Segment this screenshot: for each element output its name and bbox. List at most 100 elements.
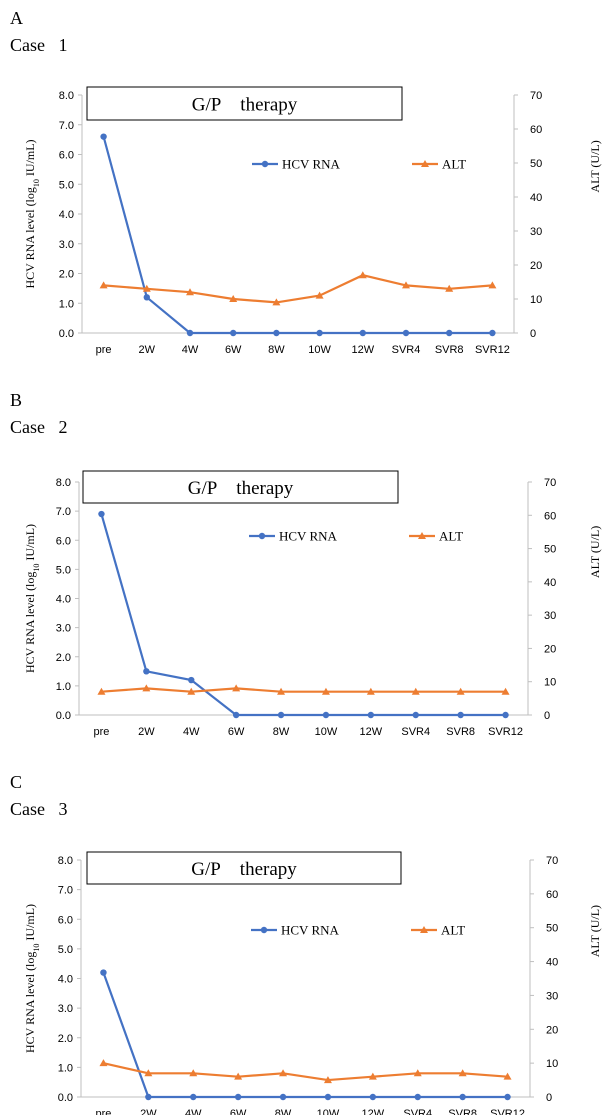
x-tick-label: 8W	[273, 726, 290, 738]
x-tick-label: 2W	[140, 1108, 157, 1115]
alt-point	[488, 281, 497, 289]
hcv-rna-point	[504, 1093, 511, 1101]
y-axis-title: HCV RNA level (log10 IU/mL)	[23, 524, 41, 673]
y2-tick-label: 0	[544, 710, 550, 722]
x-tick-label: SVR12	[488, 726, 523, 738]
alt-point	[321, 687, 330, 695]
y-tick-label: 0.0	[56, 710, 71, 722]
y-tick-label: 4.0	[59, 209, 74, 221]
y2-tick-label: 40	[530, 192, 542, 204]
alt-point	[445, 284, 454, 292]
y2-tick-label: 20	[546, 1024, 558, 1036]
x-tick-label: 6W	[225, 344, 242, 356]
x-tick-label: 8W	[275, 1108, 292, 1115]
hcv-rna-series-line	[102, 972, 508, 1099]
hcv-rna-point	[414, 1093, 421, 1101]
y-axis-title: HCV RNA level (log10 IU/mL)	[23, 139, 41, 288]
therapy-banner-text: G/P therapy	[191, 859, 297, 880]
y2-tick-label: 40	[544, 577, 556, 589]
y2-tick-label: 60	[544, 510, 556, 522]
x-tick-label: 10W	[308, 344, 331, 356]
y-tick-label: 5.0	[59, 179, 74, 191]
x-tick-label: SVR12	[475, 344, 510, 356]
legend-label-alt: ALT	[441, 923, 465, 938]
hcv-rna-point	[412, 711, 419, 719]
alt-point	[189, 1069, 198, 1077]
y-tick-label: 2.0	[59, 269, 74, 281]
alt-point	[413, 1069, 422, 1077]
y-tick-label: 5.0	[58, 944, 73, 956]
alt-point	[366, 687, 375, 695]
therapy-banner	[86, 851, 402, 885]
legend-marker-alt	[420, 926, 428, 933]
y2-tick-label: 30	[546, 990, 558, 1002]
legend-label-hcv-rna: HCV RNA	[279, 529, 338, 544]
legend-marker-hcv-rna	[261, 160, 269, 168]
hcv-rna-series-line	[102, 136, 493, 335]
x-tick-label: SVR4	[401, 726, 430, 738]
y2-tick-label: 50	[544, 544, 556, 556]
x-tick-label: 4W	[182, 344, 199, 356]
hcv-rna-point	[402, 329, 410, 337]
alt-point	[411, 687, 420, 695]
legend-label-alt: ALT	[439, 529, 463, 544]
case-label: Case 1	[10, 35, 68, 55]
y2-tick-label: 10	[544, 677, 556, 689]
y-tick-label: 3.0	[56, 623, 71, 635]
case-label: Case 2	[10, 417, 68, 437]
y-tick-label: 1.0	[59, 298, 74, 310]
y2-tick-label: 70	[546, 855, 558, 867]
x-tick-label: 10W	[315, 726, 338, 738]
y2-tick-label: 20	[530, 260, 542, 272]
x-tick-label: 6W	[230, 1108, 247, 1115]
y-tick-label: 3.0	[58, 1003, 73, 1015]
y2-tick-label: 50	[530, 158, 542, 170]
x-tick-label: 10W	[317, 1108, 340, 1115]
hcv-rna-point	[232, 711, 240, 719]
chart-panel-2: B Case 2 0.0 1.0 2.0 3.0 4.0 5.0 6.0 7.0 8.0 0 10 20 3…	[10, 390, 602, 738]
legend-marker-hcv-rna	[258, 532, 266, 540]
x-tick-label: 12W	[362, 1108, 385, 1115]
hcv-rna-point	[143, 668, 150, 675]
y2-tick-label: 30	[530, 226, 542, 238]
alt-point	[142, 684, 151, 692]
hcv-rna-point	[359, 329, 366, 337]
alt-point	[272, 298, 281, 306]
alt-point	[368, 1072, 377, 1080]
x-tick-label: SVR8	[448, 1108, 477, 1115]
x-tick-label: 4W	[183, 726, 200, 738]
y-axis-title: HCV RNA level (log10 IU/mL)	[23, 904, 41, 1053]
chart-panel-3: C Case 3 0.0 1.0 2.0 3.0 4.0 5.0 6.0 7.0 8.0 0 10 20 3…	[10, 772, 602, 1115]
hcv-rna-point	[324, 1093, 332, 1101]
y2-tick-label: 60	[530, 124, 542, 136]
y2-axis-title: ALT (U/L)	[588, 526, 602, 578]
legend-label-hcv-rna: HCV RNA	[282, 157, 341, 172]
therapy-banner	[86, 86, 403, 121]
alt-point	[232, 684, 241, 692]
alt-point	[142, 284, 151, 292]
x-tick-label: SVR4	[403, 1108, 432, 1115]
hcv-rna-point	[230, 329, 237, 337]
y2-tick-label: 0	[530, 328, 536, 340]
x-tick-label: 8W	[268, 344, 285, 356]
y-tick-label: 1.0	[56, 681, 71, 693]
hcv-rna-point	[98, 510, 105, 518]
alt-point	[229, 295, 238, 302]
panel-letter: A	[10, 8, 23, 28]
y-tick-label: 8.0	[58, 855, 73, 867]
hcv-rna-point	[367, 711, 375, 719]
therapy-banner	[82, 470, 399, 504]
y-tick-label: 7.0	[56, 506, 71, 518]
x-tick-label: SVR8	[446, 726, 475, 738]
hcv-rna-point	[446, 329, 453, 337]
y-tick-label: 3.0	[59, 239, 74, 251]
chart-panel-1: A Case 1 0.0 1.0 2.0 3.0 4.0 5.0 6.0 7.0 8.0 0 10 20 3…	[10, 8, 602, 356]
y2-tick-label: 60	[546, 889, 558, 901]
x-tick-label: SVR12	[490, 1108, 525, 1115]
alt-point	[315, 291, 324, 299]
y2-tick-label: 30	[544, 610, 556, 622]
y2-axis-title: ALT (U/L)	[588, 905, 602, 957]
x-tick-label: 12W	[360, 726, 383, 738]
hcv-rna-series-line	[100, 513, 506, 717]
therapy-banner-text: G/P therapy	[188, 478, 294, 499]
